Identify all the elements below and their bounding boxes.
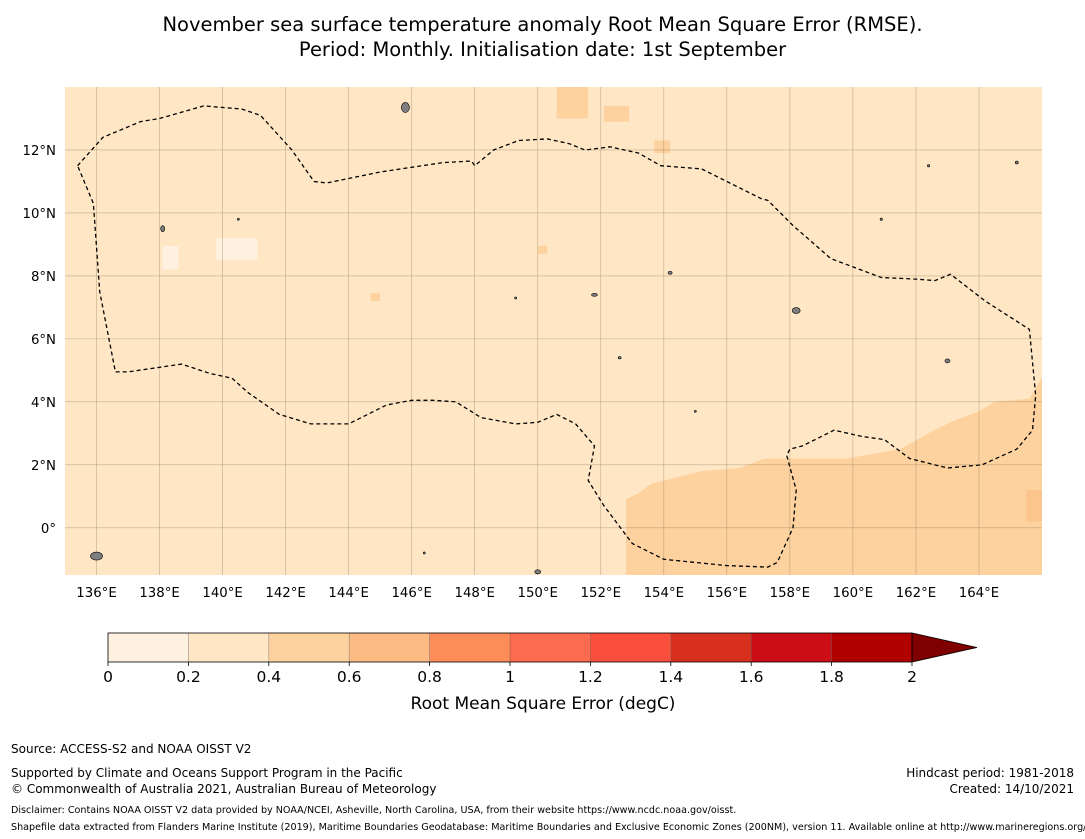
- rmse-map: 136°E 138°E 140°E 142°E 144°E 146°E 148°E 150°E…: [22, 87, 1042, 601]
- longitude-tick-label: 154°E: [644, 586, 684, 601]
- island-shape: [90, 551, 103, 561]
- longitude-tick-label: 150°E: [518, 586, 558, 601]
- rmse-0.4-0.6-region: [626, 376, 1042, 575]
- colorbar-cell: [510, 633, 591, 662]
- rmse-0-0.2-patch: [216, 238, 258, 261]
- colorbar-tick-label: 2: [907, 668, 917, 686]
- colorbar-cell: [751, 633, 832, 662]
- island-shape: [927, 164, 931, 168]
- colorbar-tick-label: 1.8: [819, 668, 844, 686]
- island-shape: [944, 358, 951, 364]
- latitude-tick-label: 4°N: [31, 396, 56, 411]
- longitude-tick-label: 158°E: [770, 586, 810, 601]
- colorbar-extend-arrow: [911, 632, 978, 663]
- title-line-2: Period: Monthly. Initialisation date: 1s…: [298, 38, 787, 61]
- hindcast-period: Hindcast period: 1981-2018: [906, 766, 1074, 780]
- island-shape: [617, 356, 622, 360]
- colorbar-label: Root Mean Square Error (degC): [411, 694, 676, 714]
- rmse-patch: [1026, 489, 1042, 522]
- colorbar-tick-label: 0.2: [176, 668, 201, 686]
- island-shape: [534, 569, 542, 575]
- colorbar-cell: [188, 633, 269, 662]
- disclaimer-text: Disclaimer: Contains NOAA OISST V2 data …: [11, 805, 737, 816]
- longitude-tick-label: 156°E: [707, 586, 747, 601]
- longitude-tick-label: 144°E: [328, 586, 368, 601]
- island-shape: [694, 409, 697, 413]
- copyright-text: © Commonwealth of Australia 2021, Austra…: [11, 782, 437, 796]
- rmse-patch: [654, 140, 671, 154]
- created-date: Created: 14/10/2021: [949, 782, 1074, 796]
- colorbar-tick-label: 1.2: [578, 668, 603, 686]
- latitude-tick-label: 2°N: [31, 459, 56, 474]
- rmse-patch: [537, 245, 548, 254]
- colorbar-tick-label: 0: [103, 668, 113, 686]
- latitude-tick-label: 6°N: [31, 333, 56, 348]
- longitude-tick-label: 136°E: [76, 586, 116, 601]
- longitude-tick-label: 142°E: [265, 586, 305, 601]
- shapefile-credit: Shapefile data extracted from Flanders M…: [11, 822, 1085, 833]
- colorbar-tick-labels: 0 0.2 0.4 0.6 0.8 1 1.2 1.4 1.6 1.8 2: [103, 662, 917, 686]
- longitude-tick-label: 146°E: [391, 586, 431, 601]
- eez-boundary: [77, 105, 1037, 568]
- colorbar-cell: [268, 633, 350, 662]
- colorbar-cell: [429, 633, 510, 662]
- island-shape: [160, 225, 165, 232]
- island-shape: [591, 292, 598, 297]
- rmse-0-0.2-patch: [162, 245, 179, 270]
- rmse-patch: [556, 87, 589, 119]
- colorbar-cell: [831, 633, 912, 662]
- land-masses: [90, 102, 1019, 575]
- island-shape: [1014, 160, 1019, 165]
- colorbar-cell: [108, 633, 189, 662]
- colorbar-tick-label: 1.4: [658, 668, 683, 686]
- map-gridlines: [65, 87, 1042, 575]
- colorbar-cells: [107, 632, 978, 663]
- island-shape: [667, 270, 673, 275]
- colorbar-tick-label: 1.6: [739, 668, 764, 686]
- longitude-tick-label: 164°E: [959, 586, 999, 601]
- colorbar-cell: [349, 633, 430, 662]
- colorbar: 0 0.2 0.4 0.6 0.8 1 1.2 1.4 1.6 1.8 2 Root Mean Sq…: [103, 632, 978, 714]
- title-line-1: November sea surface temperature anomaly…: [162, 13, 923, 36]
- longitude-tick-label: 138°E: [139, 586, 179, 601]
- island-shape: [237, 217, 240, 221]
- longitude-tick-label: 152°E: [581, 586, 621, 601]
- latitude-tick-label: 12°N: [22, 144, 56, 159]
- rmse-field: [65, 87, 1042, 575]
- island-shape: [791, 307, 801, 314]
- colorbar-tick-label: 0.6: [337, 668, 362, 686]
- latitude-tick-label: 0°: [41, 522, 56, 537]
- island-shape: [401, 102, 410, 113]
- longitude-tick-label: 160°E: [833, 586, 873, 601]
- rmse-patch: [603, 105, 630, 122]
- island-shape: [514, 296, 517, 300]
- chart-title: November sea surface temperature anomaly…: [0, 12, 1085, 62]
- longitude-tick-label: 148°E: [454, 586, 494, 601]
- latitude-tick-label: 8°N: [31, 270, 56, 285]
- supported-text: Supported by Climate and Oceans Support …: [11, 766, 403, 780]
- colorbar-cell: [670, 633, 752, 662]
- island-shape: [422, 551, 426, 555]
- longitude-tick-label: 162°E: [896, 586, 936, 601]
- rmse-patch: [370, 293, 381, 302]
- longitude-tick-labels: 136°E 138°E 140°E 142°E 144°E 146°E 148°E 150°E…: [76, 586, 999, 601]
- latitude-tick-label: 10°N: [22, 207, 56, 222]
- longitude-tick-label: 140°E: [202, 586, 242, 601]
- colorbar-tick-label: 0.8: [417, 668, 442, 686]
- island-shape: [879, 217, 883, 221]
- colorbar-cell: [590, 633, 671, 662]
- colorbar-tick-label: 0.4: [256, 668, 281, 686]
- latitude-tick-labels: 0° 2°N 4°N 6°N 8°N 10°N 12°N: [22, 144, 56, 537]
- colorbar-tick-label: 1: [505, 668, 515, 686]
- source-text: Source: ACCESS-S2 and NOAA OISST V2: [11, 742, 252, 756]
